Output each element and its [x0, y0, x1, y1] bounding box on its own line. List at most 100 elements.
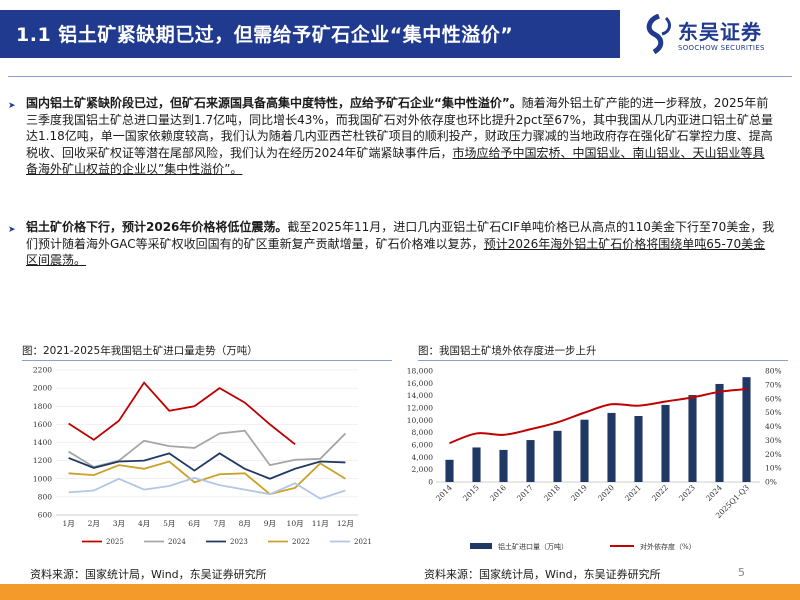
- y-tick-label: 16,000: [407, 379, 433, 388]
- y-tick-label: 800: [38, 492, 53, 501]
- bullet-2-bold: 铝土矿价格下行，预计2026年价格将低位震荡。: [26, 220, 288, 234]
- x-tick-label: 9月: [264, 519, 276, 528]
- y-tick-label: 2200: [33, 366, 52, 375]
- company-logo: 东吴证券 SOOCHOW SECURITIES: [640, 12, 790, 62]
- y-tick-label: 1200: [33, 456, 52, 465]
- footer-bar: [0, 584, 800, 600]
- x-tick-label: 2022: [650, 483, 670, 503]
- y-tick-label: 6,000: [412, 441, 434, 450]
- x-tick-label: 12月: [337, 519, 354, 528]
- left-chart-caption: 图：2021-2025年我国铝土矿进口量走势（万吨）: [22, 345, 258, 357]
- y-tick-label: 1600: [33, 420, 52, 429]
- y2-tick-label: 70%: [765, 380, 782, 389]
- y-tick-label: 18,000: [407, 367, 433, 376]
- y-tick-label: 14,000: [407, 391, 433, 400]
- bullet-2-text: 截至2025年11月，进口几内亚铝土矿石CIF单吨价格已从高点的110美金下行至…: [26, 220, 775, 251]
- y-tick-label: 2,000: [412, 465, 434, 474]
- left-chart-source: 资料来源：国家统计局，Wind，东吴证券研究所: [30, 568, 267, 581]
- bar-2021: [634, 416, 643, 482]
- page-title: 1.1 铝土矿紧缺期已过，但需给予矿石企业“集中性溢价”: [16, 24, 514, 46]
- header-divider: [8, 76, 792, 77]
- bullet-2-underline: 预计2026年海外铝土矿石价格将围绕单吨65-70美金区间震荡。: [26, 236, 766, 268]
- y-tick-label: 1800: [33, 402, 52, 411]
- y2-tick-label: 0%: [765, 478, 777, 487]
- x-tick-label: 2023: [677, 483, 697, 503]
- logo-chinese-name: 东吴证券: [678, 20, 762, 44]
- y2-tick-label: 80%: [765, 367, 782, 376]
- x-tick-label: 2014: [434, 483, 454, 503]
- y2-tick-label: 40%: [765, 422, 782, 431]
- bullet-1-underline: 市场应给予中国宏桥、中国铝业、南山铝业、天山铝业等具备海外矿山权益的企业以”集中…: [26, 145, 765, 177]
- y-tick-label: 2000: [33, 384, 52, 393]
- y-tick-label: 0: [428, 478, 433, 487]
- y-tick-label: 4,000: [412, 453, 434, 462]
- x-tick-label: 11月: [312, 519, 329, 528]
- legend-label: 2021: [354, 538, 372, 546]
- y-tick-label: 10,000: [407, 416, 433, 425]
- bullet-paragraph-1: ➤ 国内铝土矿紧缺阶段已过，但矿石来源国具备高集中度特性，应给予矿石企业“集中性…: [8, 95, 776, 178]
- bar-2022: [661, 404, 670, 482]
- bar-2020: [607, 412, 616, 482]
- y2-tick-label: 30%: [765, 436, 782, 445]
- logo-mark-icon: [646, 14, 671, 54]
- dependency-ratio-line: [449, 388, 747, 445]
- bullet-1-text: 随着海外铝土矿产能的进一步释放，2025年前三季度我国铝土矿总进口量达到1.7亿…: [26, 96, 773, 160]
- left-caption-divider: [22, 360, 392, 361]
- x-tick-label: 2017: [515, 483, 535, 503]
- y-tick-label: 1000: [33, 474, 52, 483]
- legend-label: 2025: [106, 538, 124, 546]
- bar-2014: [445, 459, 454, 482]
- right-caption-divider: [418, 360, 788, 361]
- series-line-2021: [68, 476, 346, 500]
- bullet-arrow-icon: ➤: [8, 101, 16, 111]
- legend-label: 2022: [292, 538, 310, 546]
- bar-2017: [526, 440, 535, 482]
- bullet-arrow-icon: ➤: [8, 225, 16, 235]
- x-tick-label: 10月: [287, 519, 304, 528]
- x-tick-label: 2月: [88, 519, 100, 528]
- y-tick-label: 1400: [33, 438, 52, 447]
- left-line-chart: 600 800 1000 1200 1400 1600 1800 2000 2200 1月 2月 3月…: [33, 366, 372, 547]
- x-tick-label: 2019: [569, 483, 589, 503]
- right-chart-caption: 图：我国铝土矿境外依存度进一步上升: [418, 345, 597, 357]
- y2-tick-label: 20%: [765, 450, 782, 459]
- bar-2023: [688, 395, 697, 482]
- series-line-2025: [68, 381, 296, 446]
- y2-tick-label: 50%: [765, 408, 782, 417]
- bar-2018: [553, 430, 562, 482]
- x-tick-label: 6月: [188, 519, 200, 528]
- legend-label-bar: 铝土矿进口量（万吨）: [498, 542, 568, 551]
- x-tick-label: 4月: [138, 519, 150, 528]
- x-tick-label: 2016: [488, 483, 508, 503]
- x-tick-label: 2018: [542, 483, 562, 503]
- legend-label: 2023: [230, 538, 248, 546]
- x-tick-label: 1月: [62, 519, 74, 528]
- right-chart-source: 资料来源：国家统计局，Wind，东吴证券研究所: [424, 568, 661, 581]
- logo-english-name: SOOCHOW SECURITIES: [678, 44, 765, 52]
- x-tick-label: 7月: [213, 519, 225, 528]
- y2-tick-label: 60%: [765, 394, 782, 403]
- legend-label-line: 对外依存度（%）: [640, 542, 696, 551]
- bar-2025Q1-Q3: [742, 377, 751, 482]
- legend-swatch-bar: [470, 543, 492, 549]
- bar-2019: [580, 419, 589, 482]
- bullet-1-bold: 国内铝土矿紧缺阶段已过，但矿石来源国具备高集中度特性，应给予矿石企业“集中性溢价…: [26, 96, 522, 110]
- series-line-2023: [68, 452, 346, 480]
- y-tick-label: 8,000: [412, 428, 434, 437]
- x-tick-label: 2024: [704, 483, 724, 503]
- bar-2024: [715, 383, 724, 482]
- x-tick-label: 2020: [596, 483, 616, 503]
- x-tick-label: 3月: [113, 519, 125, 528]
- bar-2016: [499, 449, 508, 482]
- x-tick-label: 2021: [623, 483, 643, 503]
- y-tick-label: 12,000: [407, 404, 433, 413]
- x-tick-label: 8月: [239, 519, 251, 528]
- y2-tick-label: 10%: [765, 464, 782, 473]
- y-tick-label: 600: [38, 511, 53, 520]
- page-number: 5: [738, 566, 745, 579]
- bar-2015: [472, 447, 481, 482]
- series-line-2022: [68, 460, 346, 496]
- x-tick-label: 5月: [163, 519, 175, 528]
- bullet-paragraph-2: ➤ 铝土矿价格下行，预计2026年价格将低位震荡。截至2025年11月，进口几内…: [8, 219, 776, 269]
- right-bar-line-chart: 0 2,000 4,000 6,000 8,000 10,000 12,000 14,000 1…: [407, 367, 782, 552]
